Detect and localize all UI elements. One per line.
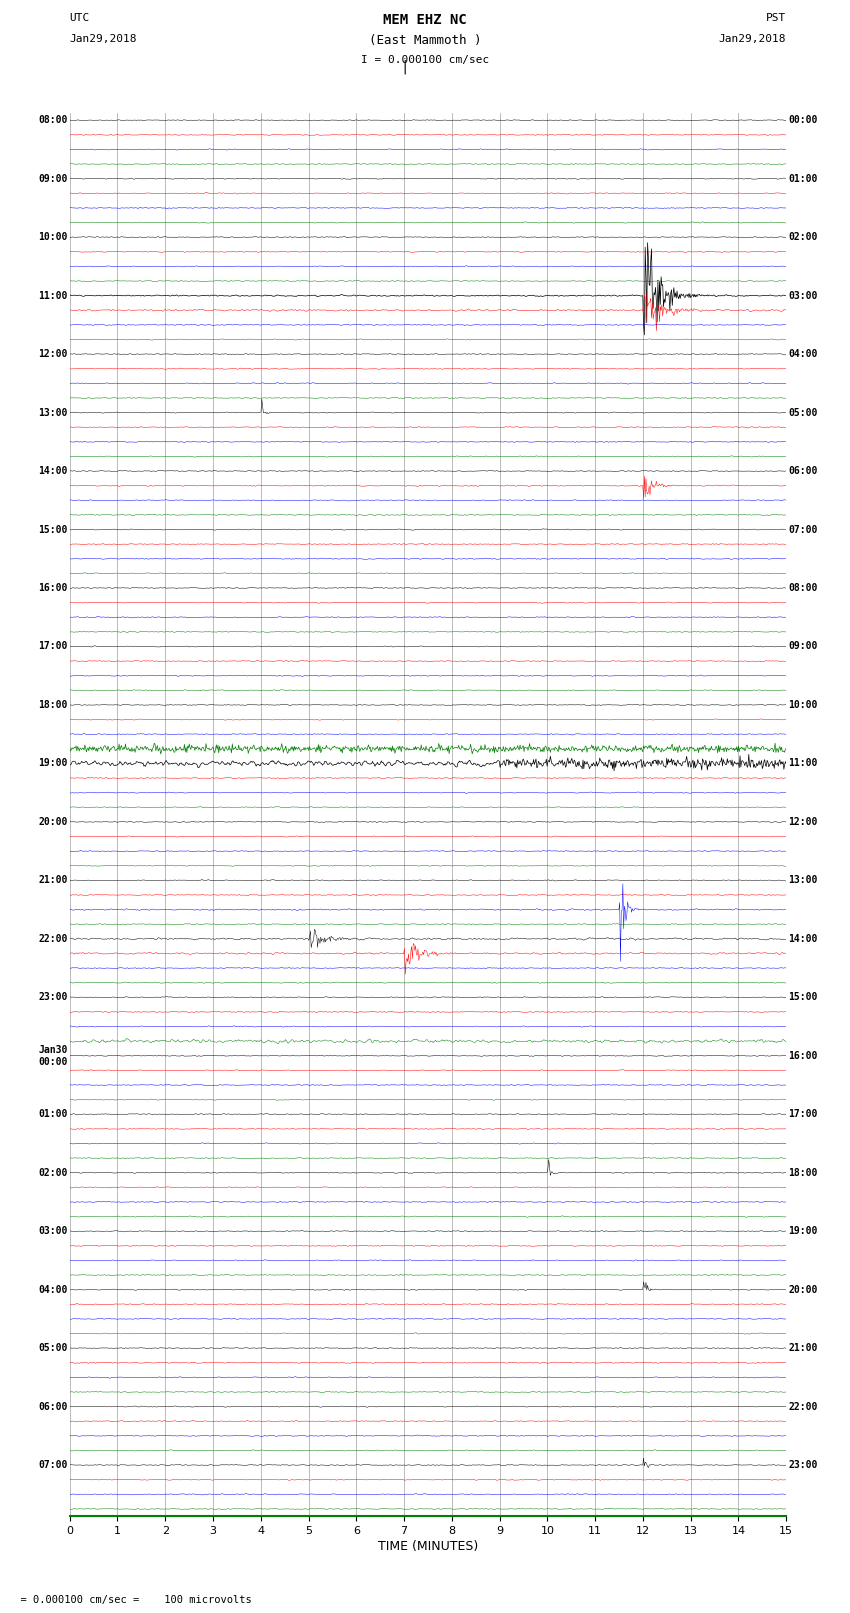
Text: 09:00: 09:00	[38, 174, 67, 184]
Text: UTC: UTC	[70, 13, 90, 23]
Text: 19:00: 19:00	[38, 758, 67, 768]
Text: 09:00: 09:00	[789, 642, 818, 652]
Text: MEM EHZ NC: MEM EHZ NC	[383, 13, 467, 26]
Text: 21:00: 21:00	[38, 876, 67, 886]
Text: 20:00: 20:00	[789, 1284, 818, 1295]
Text: 04:00: 04:00	[38, 1284, 67, 1295]
Text: 14:00: 14:00	[38, 466, 67, 476]
Text: 18:00: 18:00	[38, 700, 67, 710]
Text: 02:00: 02:00	[38, 1168, 67, 1177]
Text: 23:00: 23:00	[38, 992, 67, 1002]
Text: 05:00: 05:00	[38, 1344, 67, 1353]
Text: 17:00: 17:00	[789, 1110, 818, 1119]
Text: 16:00: 16:00	[789, 1050, 818, 1061]
Text: Jan29,2018: Jan29,2018	[70, 34, 137, 44]
Text: 03:00: 03:00	[38, 1226, 67, 1236]
Text: 16:00: 16:00	[38, 582, 67, 594]
Text: 11:00: 11:00	[38, 290, 67, 300]
Text: 20:00: 20:00	[38, 816, 67, 827]
Text: 18:00: 18:00	[789, 1168, 818, 1177]
Text: 15:00: 15:00	[789, 992, 818, 1002]
Text: 12:00: 12:00	[789, 816, 818, 827]
Text: 15:00: 15:00	[38, 524, 67, 534]
Text: 07:00: 07:00	[789, 524, 818, 534]
Text: Jan29,2018: Jan29,2018	[719, 34, 786, 44]
Text: |: |	[400, 60, 409, 74]
Text: Jan30
00:00: Jan30 00:00	[38, 1045, 67, 1066]
Text: (East Mammoth ): (East Mammoth )	[369, 34, 481, 47]
Text: 21:00: 21:00	[789, 1344, 818, 1353]
Text: 23:00: 23:00	[789, 1460, 818, 1469]
Text: 10:00: 10:00	[789, 700, 818, 710]
Text: 03:00: 03:00	[789, 290, 818, 300]
Text: 22:00: 22:00	[789, 1402, 818, 1411]
Text: 13:00: 13:00	[789, 876, 818, 886]
Text: 17:00: 17:00	[38, 642, 67, 652]
Text: 05:00: 05:00	[789, 408, 818, 418]
Text: PST: PST	[766, 13, 786, 23]
Text: 19:00: 19:00	[789, 1226, 818, 1236]
Text: 06:00: 06:00	[789, 466, 818, 476]
Text: 10:00: 10:00	[38, 232, 67, 242]
Text: 14:00: 14:00	[789, 934, 818, 944]
Text: 01:00: 01:00	[789, 174, 818, 184]
Text: 08:00: 08:00	[789, 582, 818, 594]
Text: 00:00: 00:00	[789, 115, 818, 126]
Text: 06:00: 06:00	[38, 1402, 67, 1411]
Text: 08:00: 08:00	[38, 115, 67, 126]
Text: 07:00: 07:00	[38, 1460, 67, 1469]
Text: 11:00: 11:00	[789, 758, 818, 768]
Text: I = 0.000100 cm/sec: I = 0.000100 cm/sec	[361, 55, 489, 65]
X-axis label: TIME (MINUTES): TIME (MINUTES)	[378, 1540, 478, 1553]
Text: = 0.000100 cm/sec =    100 microvolts: = 0.000100 cm/sec = 100 microvolts	[8, 1595, 252, 1605]
Text: 22:00: 22:00	[38, 934, 67, 944]
Text: 01:00: 01:00	[38, 1110, 67, 1119]
Text: 02:00: 02:00	[789, 232, 818, 242]
Text: 13:00: 13:00	[38, 408, 67, 418]
Text: 12:00: 12:00	[38, 348, 67, 360]
Text: 04:00: 04:00	[789, 348, 818, 360]
